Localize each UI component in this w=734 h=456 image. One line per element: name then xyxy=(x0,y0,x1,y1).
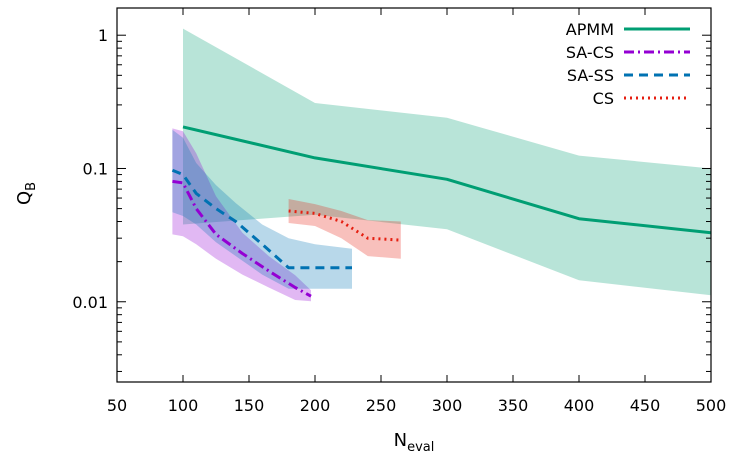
x-tick-label: 450 xyxy=(630,396,661,415)
x-tick-label: 250 xyxy=(366,396,397,415)
x-tick-label: 200 xyxy=(300,396,331,415)
legend: APMM SA-CS SA-SS CS xyxy=(566,20,690,108)
legend-label-sa-cs: SA-CS xyxy=(566,43,614,62)
legend-label-cs: CS xyxy=(593,89,614,108)
y-tick-label: 1 xyxy=(98,26,108,45)
x-tick-label: 100 xyxy=(168,396,199,415)
x-tick-label: 350 xyxy=(498,396,529,415)
y-tick-label: 0.1 xyxy=(83,159,108,178)
band-apmm xyxy=(183,28,711,296)
legend-label-sa-ss: SA-SS xyxy=(567,66,614,85)
x-tick-label: 400 xyxy=(564,396,595,415)
band-cs xyxy=(288,199,401,259)
series-line-sa-cs xyxy=(172,179,312,298)
confidence-bands xyxy=(172,28,711,302)
series-line-apmm xyxy=(182,125,712,235)
x-axis-label-main: N xyxy=(394,430,407,451)
series-lines xyxy=(171,125,712,298)
y-axis-label: QB xyxy=(14,182,39,205)
axis-ticks: 50 100 150 200 250 300 350 400 450 500 0.01 0.1 1 xyxy=(72,8,726,415)
series-line-cs xyxy=(288,209,401,242)
band-sa-ss xyxy=(172,129,352,289)
legend-label-apmm: APMM xyxy=(566,20,614,39)
y-tick-label: 0.01 xyxy=(72,293,108,312)
x-tick-label: 500 xyxy=(696,396,727,415)
series-line-sa-ss xyxy=(171,168,352,270)
x-tick-label: 300 xyxy=(432,396,463,415)
x-axis-label-subscript: eval xyxy=(407,440,434,455)
plot-frame xyxy=(116,7,712,383)
x-tick-label: 50 xyxy=(107,396,127,415)
x-tick-label: 150 xyxy=(234,396,265,415)
y-axis-label-subscript: B xyxy=(24,182,39,191)
x-axis-label: Neval xyxy=(394,430,435,455)
y-axis-label-main: Q xyxy=(14,191,35,205)
